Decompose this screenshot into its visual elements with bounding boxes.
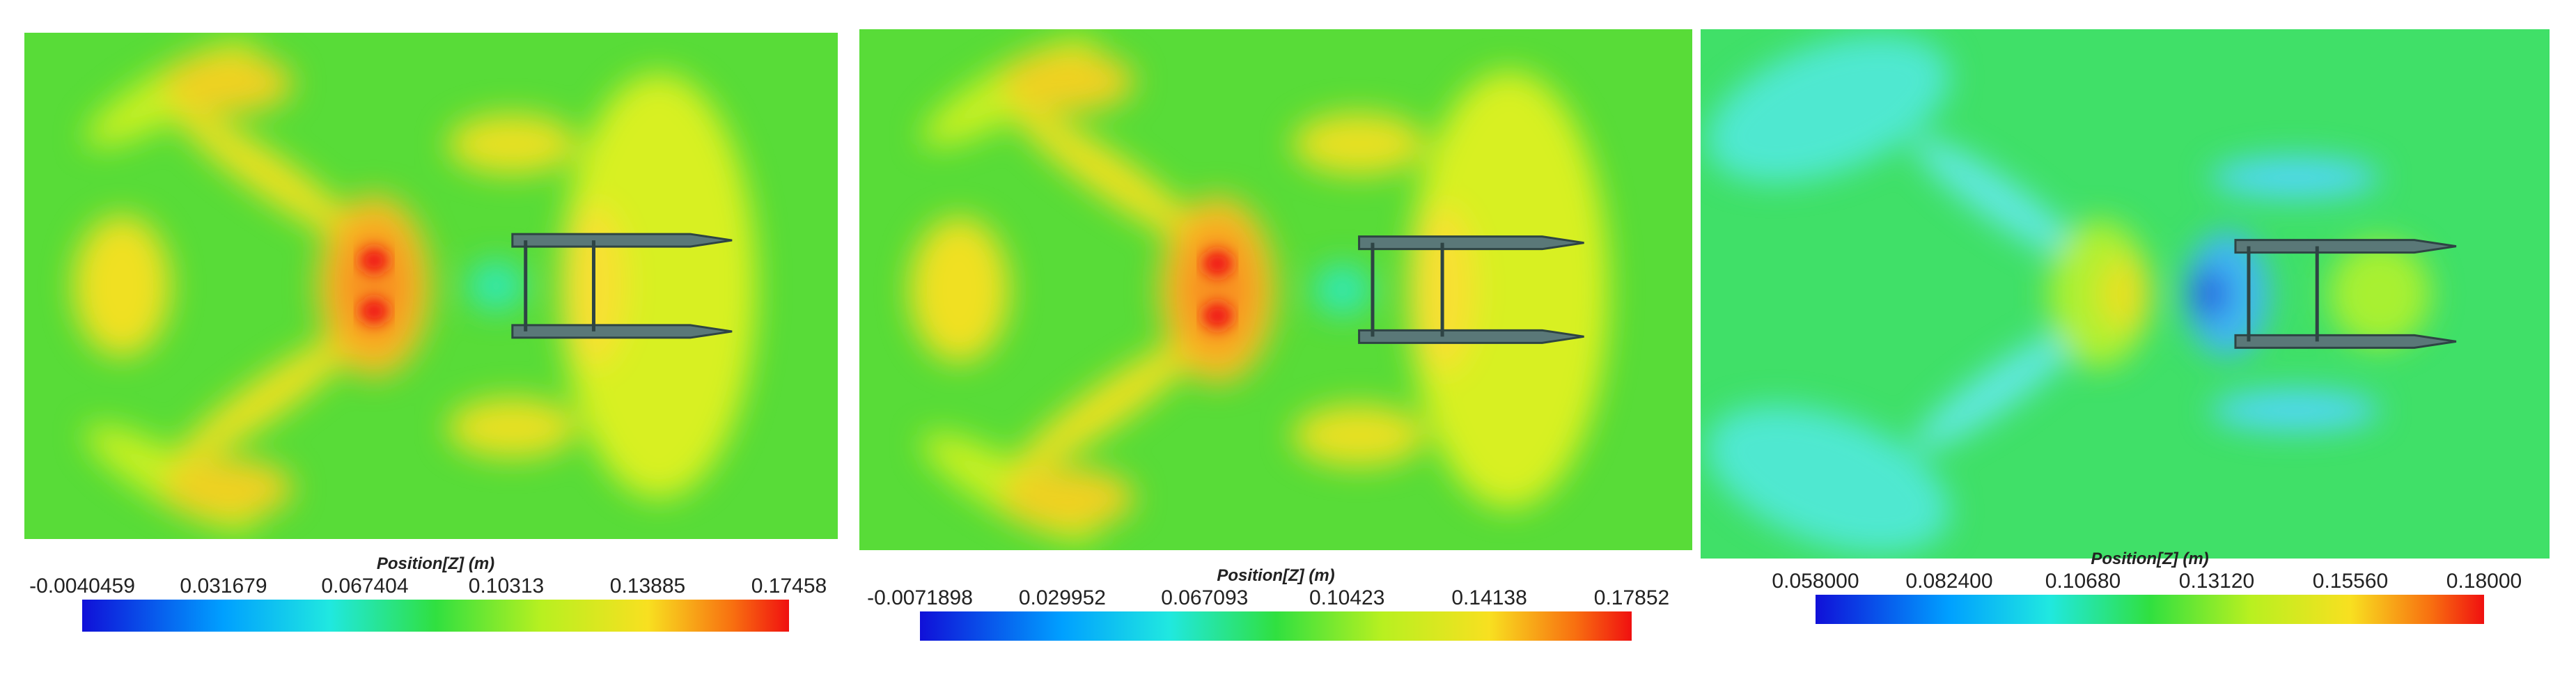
contour-region	[1292, 404, 1426, 467]
contour-region	[1013, 335, 1206, 474]
colorbar-tick-label: 0.10313	[469, 575, 544, 598]
field-blobs	[1706, 34, 2431, 554]
hull	[511, 324, 733, 339]
contour-region	[1913, 137, 2082, 260]
contour-region	[1706, 405, 1950, 554]
contour-region	[1913, 328, 2082, 451]
contour-region	[174, 107, 363, 242]
colorbar-tick-label: 0.14138	[1451, 586, 1527, 609]
colorbar-tick-label: 0.13885	[610, 575, 685, 598]
colorbar-tick-label: 0.17852	[1594, 586, 1669, 609]
contour-region	[561, 73, 757, 499]
contour-region	[1313, 263, 1372, 316]
contour-peak	[359, 247, 389, 274]
contour-region	[1013, 106, 1206, 244]
colorbar-tick-label: 0.082400	[1905, 570, 1992, 593]
contour-region	[2193, 267, 2227, 320]
contour-field	[24, 33, 838, 539]
contour-field	[1701, 29, 2550, 559]
colorbar-tick-label: 0.031679	[180, 575, 267, 598]
colorbar-tick-label: 0.18000	[2446, 570, 2522, 593]
contour-region	[467, 260, 525, 311]
field-spots	[359, 247, 389, 325]
contour-region	[2210, 389, 2380, 432]
contour-region	[2329, 241, 2431, 347]
panel: Position[Z] (m) 0.058000 0.082400 0.10680 0.…	[1701, 29, 2550, 624]
contour-region	[337, 225, 411, 347]
contour-region	[2210, 156, 2380, 199]
contour-region	[174, 329, 363, 465]
colorbar-title: Position[Z] (m)	[1217, 566, 1334, 585]
colorbar-tick-label: 0.10423	[1309, 586, 1384, 609]
contour-peak	[359, 298, 389, 325]
colorbar-tick-label: -0.0040459	[29, 575, 135, 598]
contour-peak	[1202, 250, 1233, 277]
panel: Position[Z] (m) -0.0040459 0.031679 0.06740…	[24, 33, 838, 632]
colorbar	[82, 600, 789, 632]
contour-region	[909, 217, 1010, 363]
colorbar-tick-label: 0.10680	[2045, 570, 2121, 593]
contour-field	[859, 29, 1692, 550]
contour-region	[2099, 256, 2151, 331]
contour-region	[1180, 227, 1256, 352]
colorbar	[1816, 595, 2484, 624]
hull	[1358, 235, 1584, 251]
contour-region	[162, 53, 293, 114]
contour-region	[1292, 112, 1426, 175]
contour-peak	[1202, 302, 1233, 329]
contour-region	[1001, 49, 1134, 113]
colorbar-tick-label: 0.067093	[1161, 586, 1248, 609]
colorbar-tick-label: 0.17458	[751, 575, 827, 598]
contour-region	[447, 114, 578, 175]
contour-region	[447, 397, 578, 458]
hull	[1358, 329, 1584, 344]
contour-region	[1706, 34, 1950, 183]
colorbar-tick-label: 0.067404	[321, 575, 408, 598]
hull	[511, 233, 733, 248]
colorbar-tick-label: 0.13120	[2179, 570, 2254, 593]
hull	[2234, 239, 2457, 254]
contour-region	[1409, 70, 1609, 509]
colorbar-tick-label: 0.058000	[1772, 570, 1859, 593]
colorbar-title: Position[Z] (m)	[377, 554, 494, 573]
contour-region	[1001, 467, 1134, 530]
panel: Position[Z] (m) -0.0071898 0.029952 0.06709…	[859, 29, 1692, 641]
field-spots	[1202, 250, 1233, 329]
colorbar-tick-label: 0.15560	[2313, 570, 2388, 593]
colorbar-tick-label: 0.029952	[1019, 586, 1106, 609]
colorbar	[920, 611, 1632, 641]
contour-region	[73, 214, 171, 357]
hull	[2234, 334, 2457, 349]
colorbar-tick-label: -0.0071898	[867, 586, 973, 609]
colorbar-title: Position[Z] (m)	[2091, 549, 2208, 568]
contour-region	[162, 458, 293, 519]
